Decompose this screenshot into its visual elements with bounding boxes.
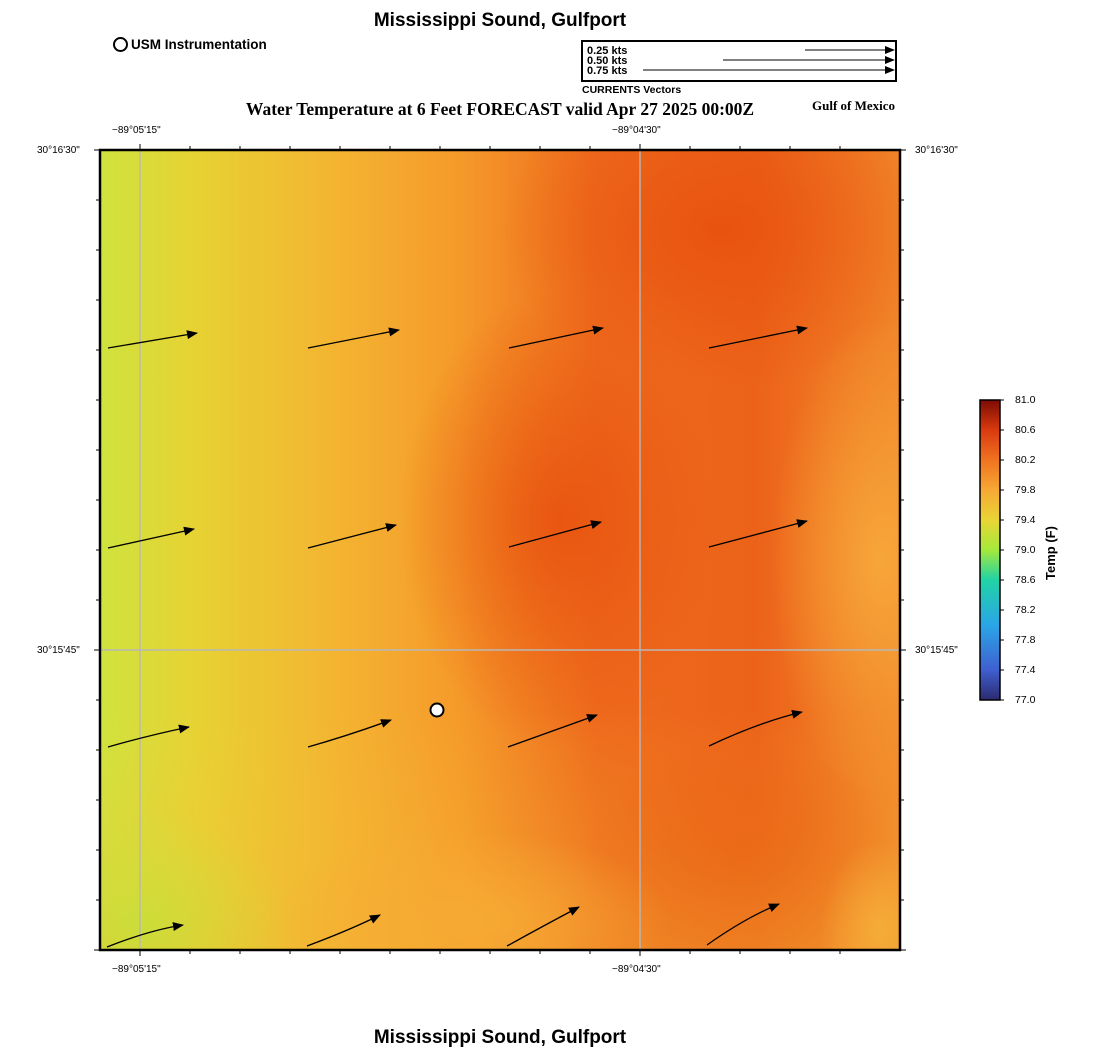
station-marker-icon — [429, 702, 445, 718]
colorbar-tick-label: 78.6 — [1015, 574, 1036, 586]
colorbar-tick-label: 81.0 — [1015, 394, 1036, 406]
current-vector — [708, 709, 803, 747]
lat-label-right-2: 30°15'45" — [915, 645, 958, 656]
current-vector — [708, 519, 808, 548]
current-vector — [307, 327, 400, 349]
current-vector — [708, 325, 808, 349]
station-circle-icon — [113, 37, 128, 52]
colorbar — [979, 399, 1004, 701]
lon-label-bottom-2: −89°04'30" — [612, 964, 661, 975]
vector-scale-legend: 0.25 kts 0.50 kts 0.75 kts — [581, 40, 897, 82]
colorbar-tick-label: 77.4 — [1015, 664, 1036, 676]
current-vector — [706, 903, 780, 946]
vector-scale-label-1: 0.25 kts — [587, 45, 628, 57]
lat-label-right-1: 30°16'30" — [915, 145, 958, 156]
current-vector — [507, 714, 598, 748]
colorbar-title: Temp (F) — [1043, 526, 1058, 580]
vector-scale-label-2: 0.50 kts — [587, 55, 628, 67]
colorbar-tick-label: 79.8 — [1015, 484, 1036, 496]
lat-label-left-1: 30°16'30" — [37, 145, 80, 156]
lat-label-left-2: 30°15'45" — [37, 645, 80, 656]
colorbar-tick-label: 80.2 — [1015, 454, 1036, 466]
lon-label-top-2: −89°04'30" — [612, 125, 661, 136]
temperature-field — [100, 150, 900, 950]
graticule — [100, 150, 900, 950]
instrumentation-legend-label: USM Instrumentation — [131, 37, 267, 52]
colorbar-tick-label: 79.0 — [1015, 544, 1036, 556]
colorbar-tick-label: 79.4 — [1015, 514, 1036, 526]
current-vector — [508, 520, 602, 548]
instrumentation-legend: USM Instrumentation — [113, 37, 267, 52]
region-label: Gulf of Mexico — [812, 98, 896, 113]
footer-title: Mississippi Sound, Gulfport — [373, 1027, 627, 1048]
current-vector — [107, 330, 198, 349]
colorbar-tick-label: 80.6 — [1015, 424, 1036, 436]
map-title: Water Temperature at 6 Feet FORECAST val… — [245, 99, 755, 119]
current-vector — [306, 914, 381, 947]
colorbar-tick-label: 78.2 — [1015, 604, 1036, 616]
current-vector — [307, 523, 397, 549]
current-vector — [508, 325, 604, 349]
colorbar-tick-label: 77.8 — [1015, 634, 1036, 646]
colorbar-tick-label: 77.0 — [1015, 694, 1036, 706]
frame-ticks — [94, 144, 906, 956]
vector-caption: CURRENTS Vectors — [582, 84, 682, 96]
lon-label-top-1: −89°05'15" — [112, 125, 161, 136]
current-vector — [107, 724, 190, 748]
current-vector — [506, 906, 580, 947]
current-vectors — [106, 325, 808, 948]
current-vector — [106, 922, 184, 948]
lon-label-bottom-1: −89°05'15" — [112, 964, 161, 975]
current-vector — [307, 719, 392, 748]
vector-scale-arrows — [643, 46, 895, 74]
vector-scale-label-3: 0.75 kts — [587, 65, 628, 77]
page-title: Mississippi Sound, Gulfport — [373, 10, 627, 31]
colorbar-gradient — [979, 399, 1001, 701]
current-vector — [107, 526, 195, 549]
